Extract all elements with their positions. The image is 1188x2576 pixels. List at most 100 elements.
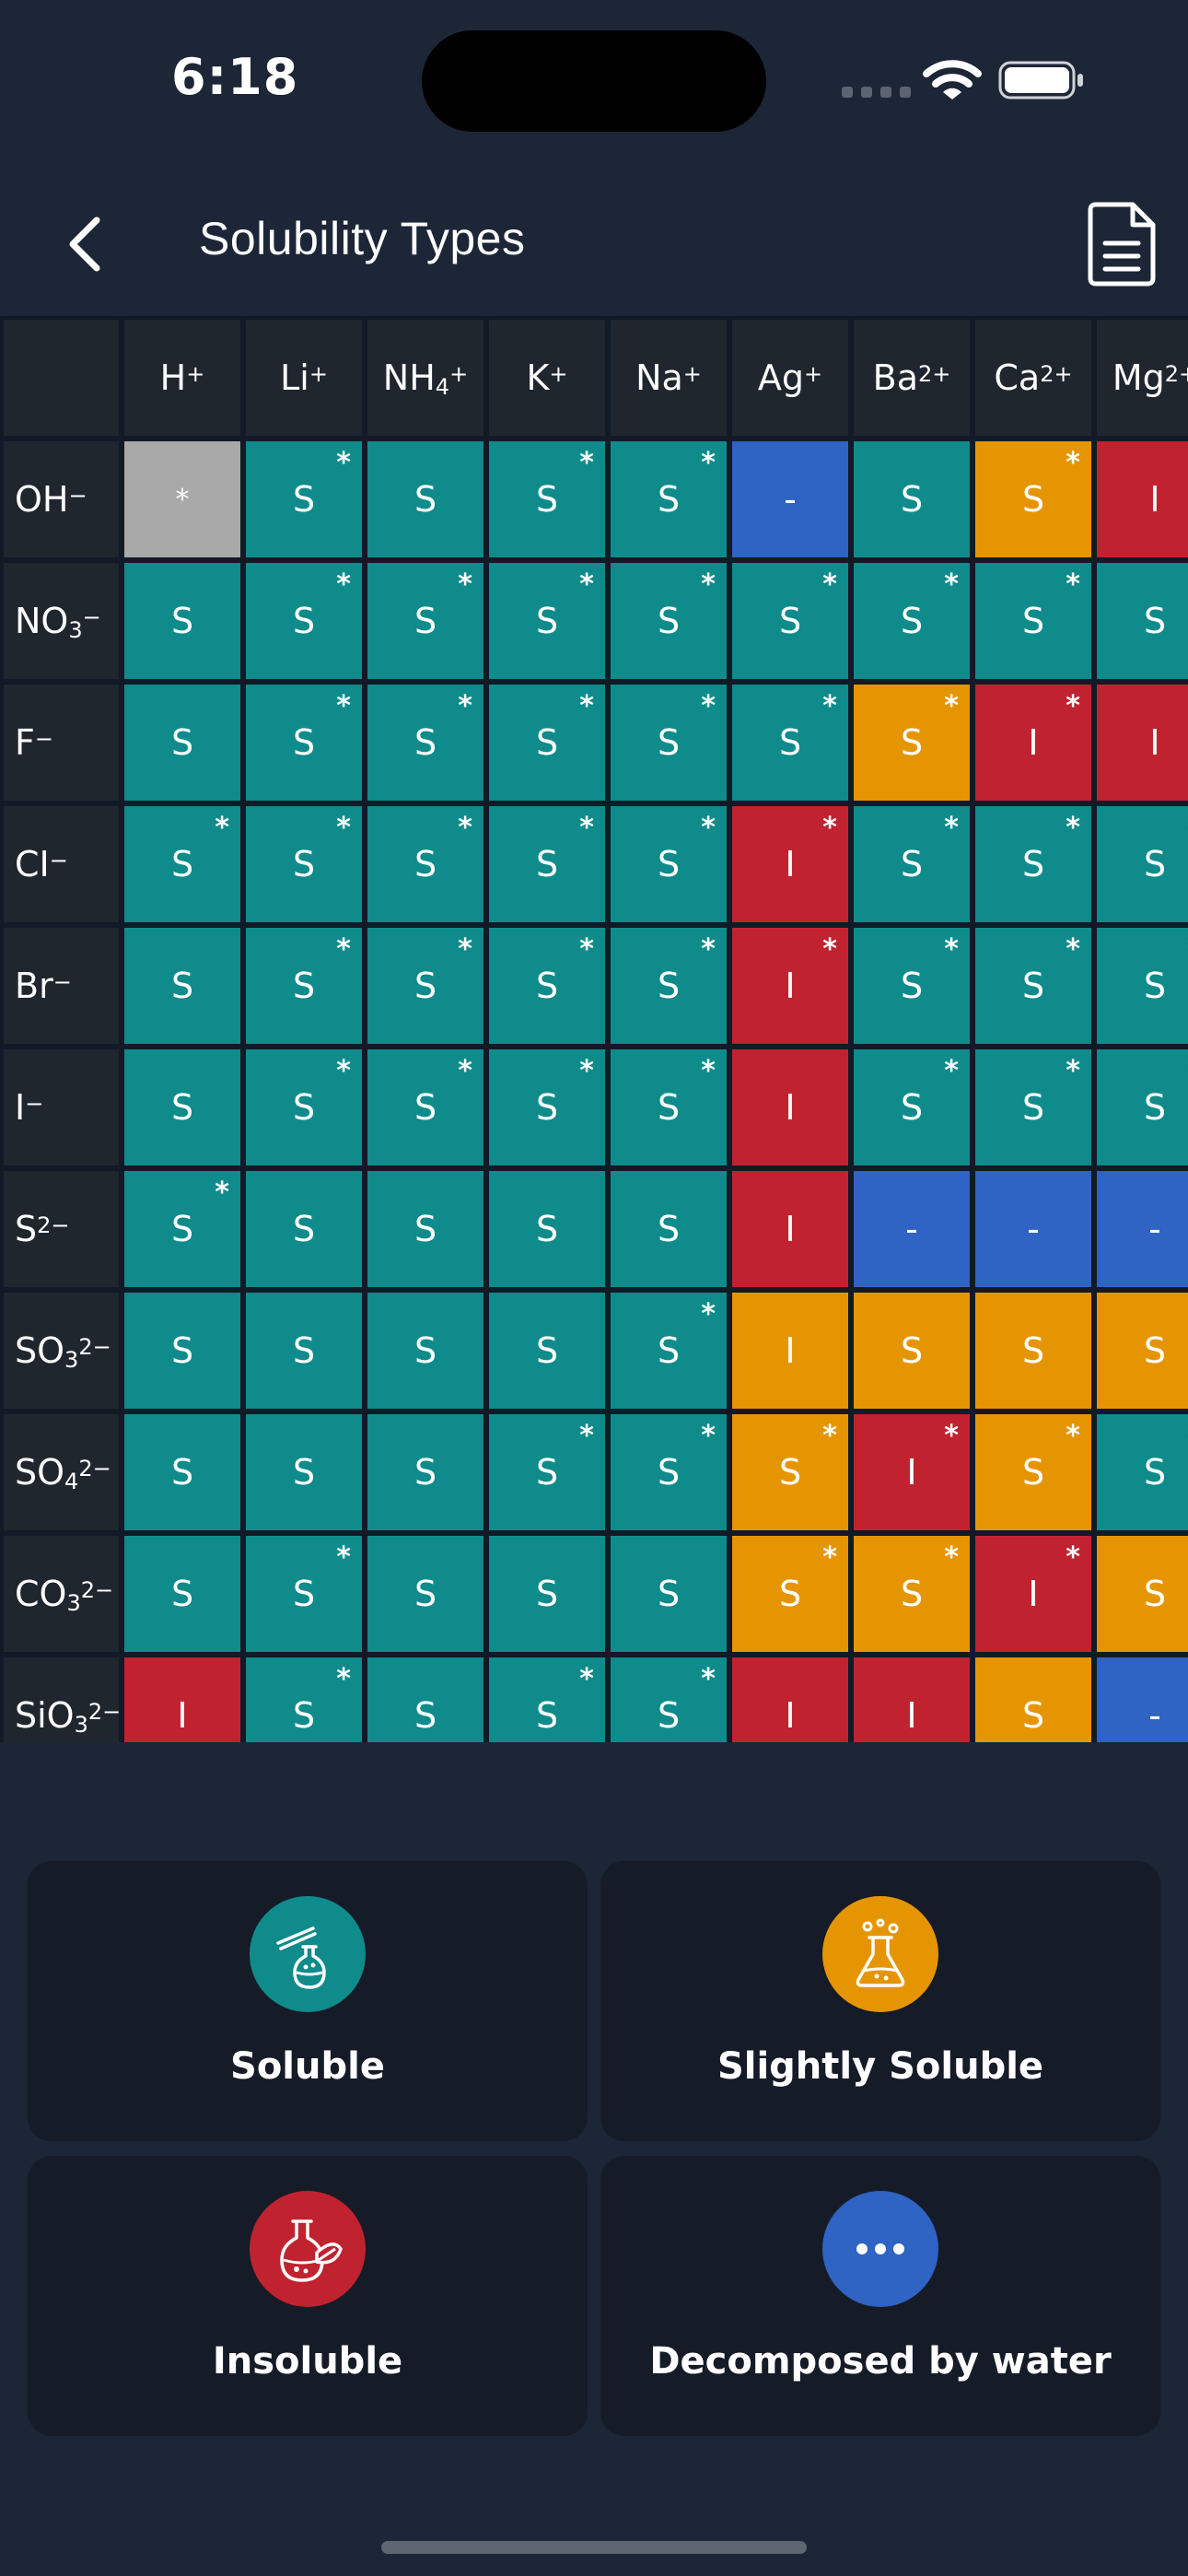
solubility-cell[interactable]: S* (489, 685, 605, 801)
solubility-cell[interactable]: I* (854, 1414, 970, 1530)
solubility-cell[interactable]: S (611, 1536, 727, 1652)
solubility-cell[interactable]: I* (1097, 441, 1188, 557)
solubility-cell[interactable]: S* (489, 441, 605, 557)
solubility-cell[interactable]: I (854, 1657, 970, 1742)
solubility-cell[interactable]: S* (611, 1657, 727, 1742)
solubility-cell[interactable]: S (854, 1293, 970, 1409)
legend-insoluble[interactable]: Insoluble (28, 2156, 588, 2436)
solubility-table-scroll[interactable]: H+Li+NH4+K+Na+Ag+Ba2+Ca2+Mg2+OH−*S*SS*S*… (0, 316, 1188, 1742)
solubility-cell[interactable]: S* (246, 685, 362, 801)
solubility-cell[interactable]: S* (854, 928, 970, 1044)
solubility-cell[interactable]: S* (1097, 928, 1188, 1044)
solubility-cell[interactable]: S (124, 1293, 240, 1409)
back-button[interactable] (44, 203, 127, 286)
solubility-cell[interactable]: S* (975, 1414, 1091, 1530)
solubility-cell[interactable]: S (124, 1536, 240, 1652)
solubility-cell[interactable]: S (975, 1293, 1091, 1409)
solubility-cell[interactable]: S* (246, 1049, 362, 1165)
solubility-cell[interactable]: S* (246, 563, 362, 679)
solubility-cell[interactable]: S* (489, 928, 605, 1044)
solubility-cell[interactable]: S* (489, 1414, 605, 1530)
solubility-cell[interactable]: S (489, 1171, 605, 1287)
solubility-cell[interactable]: S* (732, 685, 848, 801)
solubility-cell[interactable]: I (732, 1049, 848, 1165)
solubility-cell[interactable]: S (367, 1414, 483, 1530)
solubility-cell[interactable]: S* (367, 928, 483, 1044)
solubility-cell[interactable]: I (124, 1657, 240, 1742)
solubility-cell[interactable]: S* (854, 685, 970, 801)
solubility-cell[interactable]: I* (1097, 685, 1188, 801)
document-icon[interactable] (1085, 201, 1159, 287)
solubility-cell[interactable]: S* (367, 685, 483, 801)
solubility-cell[interactable]: S* (367, 1049, 483, 1165)
solubility-cell[interactable]: S* (489, 806, 605, 922)
solubility-cell[interactable]: S* (246, 928, 362, 1044)
solubility-cell[interactable]: - (1097, 1657, 1188, 1742)
solubility-cell[interactable]: I* (975, 685, 1091, 801)
solubility-cell[interactable]: S* (611, 685, 727, 801)
solubility-cell[interactable]: S (246, 1171, 362, 1287)
solubility-cell[interactable]: - (854, 1171, 970, 1287)
solubility-cell[interactable]: S* (489, 563, 605, 679)
solubility-cell[interactable]: S* (246, 441, 362, 557)
solubility-cell[interactable]: I (732, 1293, 848, 1409)
solubility-cell[interactable]: S (1097, 1293, 1188, 1409)
solubility-cell[interactable]: S* (489, 1049, 605, 1165)
solubility-cell[interactable]: S* (1097, 1414, 1188, 1530)
solubility-cell[interactable]: S* (732, 1536, 848, 1652)
solubility-cell[interactable]: * (124, 441, 240, 557)
solubility-cell[interactable]: - (732, 441, 848, 557)
solubility-cell[interactable]: S* (124, 806, 240, 922)
solubility-cell[interactable]: S* (732, 563, 848, 679)
solubility-cell[interactable]: I* (975, 1536, 1091, 1652)
solubility-cell[interactable]: S (367, 1536, 483, 1652)
solubility-cell[interactable]: S* (246, 1536, 362, 1652)
solubility-cell[interactable]: I (732, 1657, 848, 1742)
solubility-cell[interactable]: S* (975, 928, 1091, 1044)
solubility-cell[interactable]: S* (611, 563, 727, 679)
solubility-cell[interactable]: - (975, 1171, 1091, 1287)
solubility-cell[interactable]: S* (246, 1657, 362, 1742)
solubility-cell[interactable]: S* (854, 563, 970, 679)
solubility-cell[interactable]: S* (975, 441, 1091, 557)
solubility-cell[interactable]: S* (1097, 1049, 1188, 1165)
solubility-cell[interactable]: S (367, 1657, 483, 1742)
solubility-cell[interactable]: S* (367, 563, 483, 679)
solubility-cell[interactable]: S* (611, 1414, 727, 1530)
solubility-cell[interactable]: S (124, 563, 240, 679)
solubility-cell[interactable]: S* (489, 1657, 605, 1742)
solubility-cell[interactable]: S* (975, 806, 1091, 922)
solubility-cell[interactable]: S (124, 685, 240, 801)
solubility-cell[interactable]: S (489, 1536, 605, 1652)
solubility-cell[interactable]: S (489, 1293, 605, 1409)
solubility-cell[interactable]: S* (611, 1293, 727, 1409)
solubility-cell[interactable]: S* (611, 806, 727, 922)
solubility-cell[interactable]: S* (124, 1171, 240, 1287)
home-indicator[interactable] (381, 2541, 807, 2554)
solubility-cell[interactable]: S* (1097, 806, 1188, 922)
solubility-cell[interactable]: S* (1097, 1536, 1188, 1652)
solubility-cell[interactable]: S* (732, 1414, 848, 1530)
solubility-cell[interactable]: S* (854, 806, 970, 922)
solubility-cell[interactable]: S* (854, 1536, 970, 1652)
solubility-cell[interactable]: S* (611, 1049, 727, 1165)
solubility-cell[interactable]: S (367, 1293, 483, 1409)
solubility-cell[interactable]: S (124, 1414, 240, 1530)
solubility-cell[interactable]: S* (367, 806, 483, 922)
solubility-cell[interactable]: S* (975, 1049, 1091, 1165)
legend-decomposed[interactable]: Decomposed by water (600, 2156, 1160, 2436)
solubility-cell[interactable]: S (611, 1171, 727, 1287)
solubility-cell[interactable]: S* (975, 563, 1091, 679)
solubility-cell[interactable]: S* (246, 806, 362, 922)
solubility-cell[interactable]: S (367, 1171, 483, 1287)
legend-soluble[interactable]: Soluble (28, 1861, 588, 2141)
solubility-cell[interactable]: S* (611, 441, 727, 557)
solubility-cell[interactable]: S* (1097, 563, 1188, 679)
solubility-cell[interactable]: S (124, 1049, 240, 1165)
solubility-cell[interactable]: I* (732, 928, 848, 1044)
legend-slightly-soluble[interactable]: Slightly Soluble (600, 1861, 1160, 2141)
solubility-cell[interactable]: S (246, 1293, 362, 1409)
solubility-cell[interactable]: S (975, 1657, 1091, 1742)
solubility-cell[interactable]: - (1097, 1171, 1188, 1287)
solubility-cell[interactable]: S (124, 928, 240, 1044)
